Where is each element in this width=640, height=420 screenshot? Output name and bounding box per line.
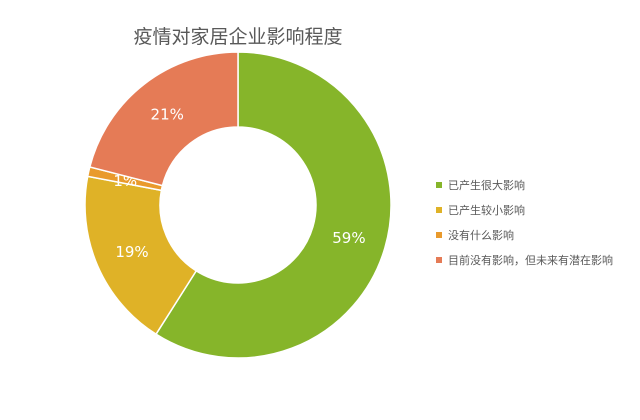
legend-item: 已产生很大影响 (436, 172, 613, 197)
chart-title: 疫情对家居企业影响程度 (133, 26, 343, 48)
legend-label: 没有什么影响 (448, 228, 514, 242)
legend-item: 已产生较小影响 (436, 197, 613, 222)
data-label: 19% (115, 243, 148, 261)
legend-label: 目前没有影响，但未来有潜在影响 (448, 253, 613, 267)
legend-label: 已产生较小影响 (448, 203, 525, 217)
donut-slice (88, 51, 239, 187)
legend-item: 目前没有影响，但未来有潜在影响 (436, 247, 613, 272)
legend-item: 没有什么影响 (436, 222, 613, 247)
legend-swatch (436, 231, 442, 238)
legend-swatch (436, 256, 442, 263)
data-label: 59% (332, 229, 365, 247)
legend-label: 已产生很大影响 (448, 178, 525, 192)
legend-swatch (436, 206, 442, 213)
donut-slice (154, 51, 392, 359)
legend-swatch (436, 181, 442, 188)
legend: 已产生很大影响 已产生较小影响 没有什么影响目前没有影响，但未来有潜在影响 (436, 172, 613, 272)
data-label: 21% (151, 106, 184, 124)
donut-slice (84, 175, 198, 336)
